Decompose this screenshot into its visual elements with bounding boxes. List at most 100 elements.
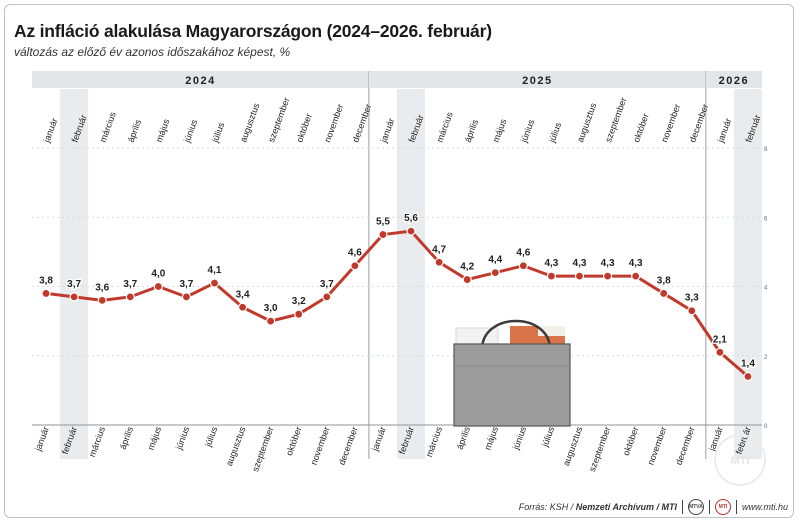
data-point [125, 292, 135, 302]
data-point [322, 292, 332, 302]
month-label-top: április [463, 118, 481, 144]
data-label: 3,7 [320, 279, 334, 290]
mtva-logo: MTVA [687, 499, 704, 515]
data-label: 3,8 [657, 275, 671, 286]
shopping-bag-icon [453, 343, 571, 427]
data-label: 3,3 [685, 293, 699, 304]
data-label: 3,8 [39, 275, 53, 286]
month-band [733, 89, 762, 459]
month-label-top: október [294, 112, 314, 144]
bag-item-label [538, 326, 565, 336]
month-label-bottom: június [174, 425, 192, 452]
footer-divider [708, 500, 710, 514]
data-label: 4,3 [544, 258, 558, 269]
data-label: 3,7 [67, 279, 81, 290]
y-tick-label: 4 [764, 286, 768, 292]
month-label-bottom: május [146, 425, 164, 451]
y-tick-label: 8 [764, 147, 768, 153]
data-point [181, 292, 192, 302]
month-label-bottom: október [621, 425, 641, 457]
chart-subtitle: változás az előző év azonos időszakához … [14, 45, 291, 59]
month-label-top: március [435, 110, 455, 143]
data-label: 4,4 [488, 255, 502, 266]
month-label-bottom: január [370, 425, 388, 453]
data-label: 3,2 [292, 296, 306, 307]
y-tick-label: 6 [764, 216, 768, 222]
bag-item-box [455, 327, 499, 347]
data-point [434, 257, 444, 267]
month-label-bottom: július [540, 425, 557, 449]
month-label-bottom: szeptember [250, 425, 275, 473]
month-label-top: június [182, 118, 200, 145]
data-label: 4,3 [629, 258, 643, 269]
month-label-top: december [687, 103, 710, 144]
month-label-bottom: augusztus [224, 425, 248, 467]
month-label-bottom: december [337, 425, 360, 466]
data-point [153, 281, 163, 292]
footer-divider [735, 500, 737, 514]
month-label-bottom: augusztus [561, 425, 585, 467]
data-point [69, 292, 79, 302]
data-point [659, 288, 669, 299]
month-label-top: április [126, 118, 144, 144]
data-label: 3,6 [95, 282, 109, 293]
data-label: 2,1 [713, 334, 727, 345]
data-label: 3,7 [179, 279, 193, 290]
month-label-top: november [659, 103, 682, 144]
data-label: 4,2 [460, 262, 474, 273]
footer-divider [681, 500, 683, 514]
month-label-bottom: március [87, 425, 107, 458]
data-point [209, 278, 220, 288]
chart-title: Az infláció alakulása Magyarországon (20… [14, 21, 492, 41]
month-label-top: szeptember [266, 96, 291, 144]
month-label-bottom: január [706, 425, 724, 453]
y-tick-label: 0 [764, 424, 768, 430]
month-label-top: május [154, 117, 172, 143]
month-label-bottom: április [118, 425, 136, 451]
month-label-top: november [322, 103, 345, 144]
year-label: 2024 [185, 75, 215, 87]
mti-url-link[interactable]: www.mti.hu [741, 502, 788, 512]
month-label-top: augusztus [238, 101, 262, 143]
month-label-top: január [41, 117, 59, 145]
year-header [368, 71, 706, 88]
data-label: 3,0 [264, 303, 278, 314]
data-label: 4,7 [432, 244, 446, 255]
watermark-text: MTI [731, 455, 750, 467]
data-label: 5,6 [404, 213, 418, 224]
month-label-bottom: október [284, 425, 304, 457]
month-band [60, 89, 89, 459]
data-label: 4,6 [516, 248, 530, 259]
data-point [602, 271, 613, 281]
data-label: 4,3 [573, 258, 587, 269]
month-label-top: január [715, 117, 733, 145]
month-label-bottom: szeptember [587, 425, 612, 473]
watermark-circle [714, 434, 766, 486]
month-label-bottom: április [455, 425, 473, 451]
month-label-top: március [98, 110, 118, 143]
chart-frame [4, 4, 794, 518]
data-label: 1,4 [741, 359, 755, 370]
data-label: 4,6 [348, 248, 362, 259]
month-label-bottom: december [674, 425, 697, 466]
data-point [462, 274, 472, 285]
month-label-top: október [631, 112, 651, 144]
data-point [631, 271, 641, 281]
data-point [97, 295, 107, 305]
data-point [490, 268, 500, 278]
data-point [518, 261, 528, 271]
data-point [546, 271, 557, 281]
data-label: 5,5 [376, 217, 390, 228]
data-point [574, 271, 585, 281]
month-label-bottom: március [424, 425, 444, 458]
month-label-bottom: január [33, 425, 51, 453]
data-label: 4,0 [151, 269, 165, 280]
month-label-top: július [547, 121, 564, 145]
data-point [406, 226, 416, 236]
data-point [743, 371, 753, 382]
year-label: 2025 [522, 75, 552, 87]
mti-logo: MTI [714, 499, 731, 515]
month-label-top: június [518, 118, 536, 145]
data-label: 3,4 [236, 289, 250, 300]
